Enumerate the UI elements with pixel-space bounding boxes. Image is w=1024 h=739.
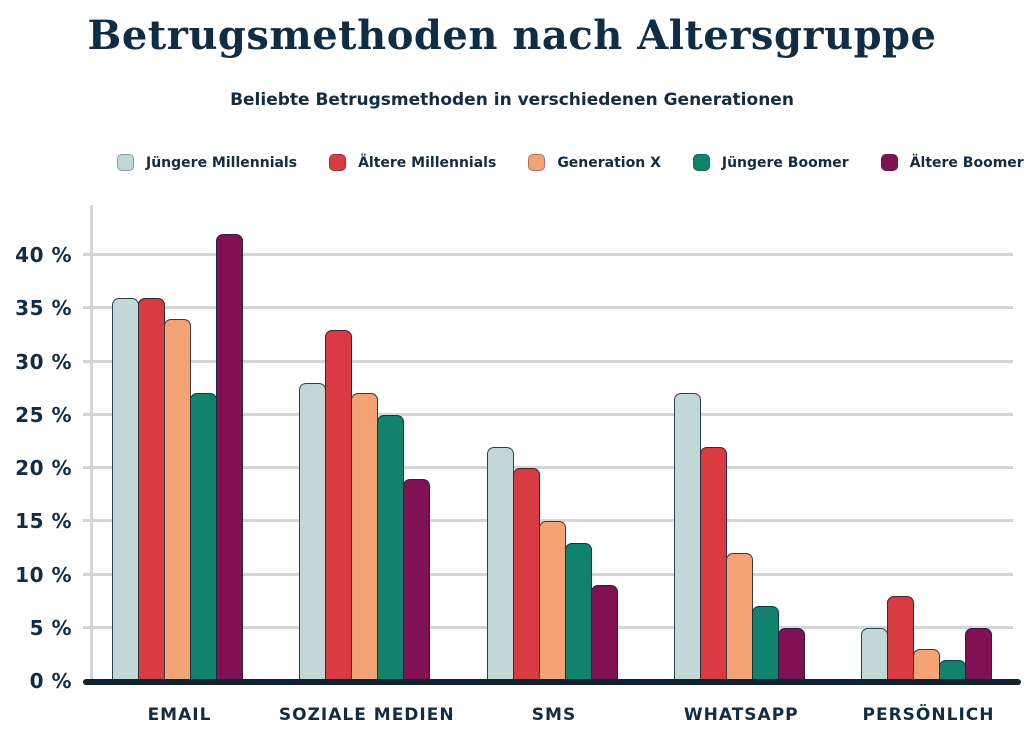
bar: [564, 543, 592, 681]
y-axis-tick-label: 35 %: [15, 296, 72, 321]
y-axis-tick-label: 20 %: [15, 456, 72, 480]
legend-label: Jüngere Boomer: [721, 154, 849, 171]
legend-item: Jüngere Millennials: [117, 154, 297, 171]
legend-item: Ältere Millennials: [329, 154, 496, 171]
bar: [164, 319, 191, 681]
bar: [299, 383, 327, 681]
legend-swatch: [117, 154, 134, 171]
bar: [377, 415, 405, 681]
bar: [673, 393, 701, 681]
legend-item: Ältere Boomer: [880, 154, 1024, 171]
chart-subtitle: Beliebte Betrugsmethoden in verschiedene…: [230, 90, 794, 110]
bar: [512, 468, 540, 681]
legend-label: Jüngere Millennials: [146, 154, 298, 171]
bar: [351, 393, 379, 681]
y-axis-tick-label: 25 %: [15, 402, 72, 427]
x-axis-category-label: EMAIL: [147, 705, 212, 725]
y-axis-tick-label: 40 %: [15, 243, 72, 267]
gridline: [83, 466, 1013, 469]
gridline: [83, 412, 1013, 416]
legend-swatch: [692, 154, 710, 171]
y-axis-labels: 0 % 5 % 10 % 15 % 20 % 25 % 30 % 35 % 40 %: [0, 205, 72, 693]
x-axis-category-label: WHATSAPP: [683, 705, 799, 725]
legend-item: Generation X: [528, 154, 661, 171]
legend-label: Ältere Millennials: [358, 154, 497, 171]
legend-swatch: [528, 154, 546, 171]
bar-groups: EMAIL SOZIALE MEDIEN SMS WHATSAPP PERSÖNLICH: [90, 205, 1010, 725]
bar: [699, 447, 727, 681]
y-axis-tick-label: 5 %: [29, 615, 72, 640]
y-axis-tick-label: 30 %: [15, 349, 72, 374]
gridline: [83, 359, 1013, 363]
gridline: [83, 519, 1013, 523]
bar-group: WHATSAPP: [673, 205, 809, 725]
x-axis-category-label: PERSÖNLICH: [862, 705, 995, 725]
bar-group: SOZIALE MEDIEN: [279, 205, 454, 725]
bar: [751, 606, 779, 681]
bar-group: SMS: [486, 205, 622, 725]
bar: [887, 596, 914, 681]
bar: [216, 234, 243, 681]
bar: [538, 521, 566, 681]
x-axis-line: [83, 679, 1021, 685]
bar: [725, 553, 753, 681]
bar: [913, 649, 940, 681]
gridline: [83, 306, 1013, 310]
bar: [325, 330, 353, 681]
legend-swatch: [329, 154, 347, 171]
bar: [190, 393, 217, 681]
chart-title: Betrugsmethoden nach Altersgruppe: [87, 12, 937, 59]
bar: [590, 585, 618, 681]
x-axis-category-label: SMS: [531, 705, 577, 725]
bar: [486, 447, 514, 681]
bar: [965, 628, 992, 681]
y-axis-line: [90, 205, 93, 681]
y-axis-tick-label: 10 %: [15, 562, 72, 587]
bar: [403, 479, 431, 681]
legend-item: Jüngere Boomer: [692, 154, 849, 171]
bar: [112, 298, 139, 681]
bar-group: PERSÖNLICH: [861, 205, 996, 725]
bar: [138, 298, 165, 681]
bar: [777, 628, 805, 681]
y-axis-tick-label: 15 %: [15, 509, 72, 534]
plot-area: EMAIL SOZIALE MEDIEN SMS WHATSAPP PERSÖNLICH: [83, 205, 1013, 725]
x-axis-category-label: SOZIALE MEDIEN: [278, 705, 455, 725]
legend-swatch: [880, 154, 898, 171]
legend-label: Ältere Boomer: [909, 154, 1024, 171]
bar-group: EMAIL: [112, 205, 247, 725]
legend-label: Generation X: [557, 154, 661, 171]
bar: [861, 628, 888, 681]
y-axis-tick-label: 0 %: [29, 669, 72, 693]
legend: Jüngere Millennials Ältere Millennials Gen…: [117, 154, 1024, 171]
gridline: [83, 253, 1013, 256]
bar: [939, 660, 966, 681]
